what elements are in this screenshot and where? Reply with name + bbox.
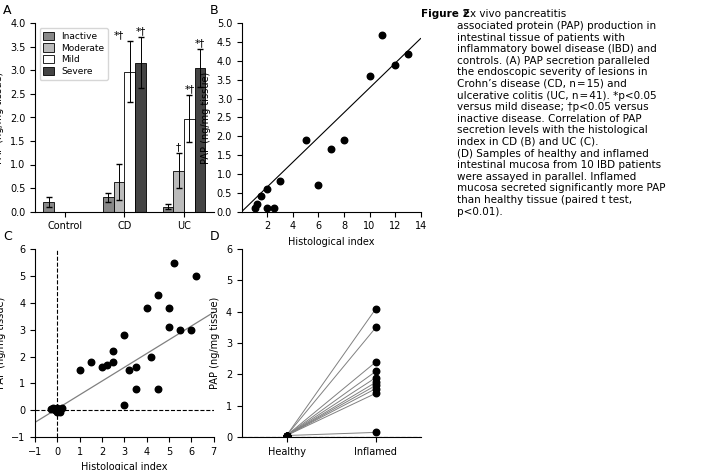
Point: [339, 136, 350, 144]
Point: [281, 432, 292, 439]
Point: [146, 353, 157, 360]
Point: [364, 72, 375, 80]
Point: [119, 401, 130, 408]
Point: [281, 432, 292, 439]
Point: [281, 432, 292, 439]
Point: [281, 432, 292, 439]
Point: [249, 204, 260, 212]
Point: [56, 404, 67, 411]
Bar: [135, 63, 146, 212]
Point: [300, 136, 311, 144]
Point: [48, 404, 59, 411]
Point: [370, 305, 381, 313]
Text: *†: *†: [195, 38, 205, 48]
Point: [376, 31, 388, 39]
Point: [370, 374, 381, 381]
Point: [86, 358, 97, 366]
Bar: [125, 72, 135, 212]
Bar: [184, 119, 195, 212]
Point: [281, 432, 292, 439]
Point: [370, 358, 381, 366]
Point: [123, 366, 135, 374]
Point: [186, 326, 197, 333]
Point: [108, 358, 119, 366]
Y-axis label: PAP (ng/mg tissue): PAP (ng/mg tissue): [0, 297, 6, 389]
Point: [281, 432, 292, 439]
Text: Ex vivo pancreatitis
associated protein (PAP) production in
intestinal tissue of: Ex vivo pancreatitis associated protein …: [457, 9, 665, 217]
Point: [281, 432, 292, 439]
Text: *†: *†: [114, 30, 124, 40]
Point: [50, 407, 61, 414]
Point: [370, 378, 381, 386]
Point: [52, 405, 63, 413]
Point: [108, 347, 119, 355]
X-axis label: Histological index: Histological index: [288, 237, 374, 247]
Bar: [114, 182, 125, 212]
Point: [281, 432, 292, 439]
Point: [390, 61, 401, 69]
Point: [141, 305, 152, 312]
Point: [268, 204, 280, 212]
Point: [97, 363, 108, 371]
Point: [74, 366, 86, 374]
Point: [281, 432, 292, 439]
Text: C: C: [3, 230, 12, 243]
Point: [101, 361, 112, 368]
Point: [54, 408, 65, 415]
Point: [152, 291, 163, 298]
Y-axis label: PAP (ng/mg tissue): PAP (ng/mg tissue): [201, 71, 211, 164]
Text: Figure 2: Figure 2: [421, 9, 470, 19]
Point: [261, 204, 273, 212]
Point: [252, 200, 263, 208]
Point: [175, 326, 186, 333]
Point: [370, 390, 381, 397]
Text: B: B: [210, 4, 218, 17]
Point: [130, 363, 141, 371]
X-axis label: Histological index: Histological index: [81, 462, 168, 470]
Point: [119, 331, 130, 339]
Point: [370, 324, 381, 331]
Text: *†: *†: [135, 27, 146, 37]
Point: [168, 259, 179, 266]
Point: [402, 50, 414, 57]
Point: [52, 408, 63, 415]
Bar: [103, 197, 114, 212]
Legend: Inactive, Moderate, Mild, Severe: Inactive, Moderate, Mild, Severe: [39, 28, 108, 80]
Point: [370, 382, 381, 389]
Point: [45, 405, 56, 413]
Bar: [163, 207, 173, 212]
Bar: [195, 68, 205, 212]
Point: [325, 146, 337, 153]
Point: [370, 429, 381, 436]
Text: †: †: [176, 142, 182, 152]
Text: D: D: [210, 230, 219, 243]
Point: [275, 178, 286, 185]
Point: [163, 323, 175, 331]
Point: [281, 432, 292, 439]
Bar: [43, 202, 54, 212]
Point: [152, 385, 163, 392]
Point: [370, 385, 381, 392]
Point: [255, 193, 266, 200]
Point: [261, 185, 273, 193]
Point: [313, 181, 324, 189]
Point: [53, 407, 64, 414]
Point: [163, 305, 175, 312]
Y-axis label: PAP (ng/mg tissue): PAP (ng/mg tissue): [0, 71, 4, 164]
Point: [52, 404, 63, 411]
Y-axis label: PAP (ng/mg tissue): PAP (ng/mg tissue): [210, 297, 220, 389]
Point: [190, 272, 202, 280]
Bar: [173, 171, 184, 212]
Text: A: A: [3, 4, 11, 17]
Point: [130, 385, 141, 392]
Point: [370, 368, 381, 375]
Text: *†: *†: [184, 84, 194, 94]
